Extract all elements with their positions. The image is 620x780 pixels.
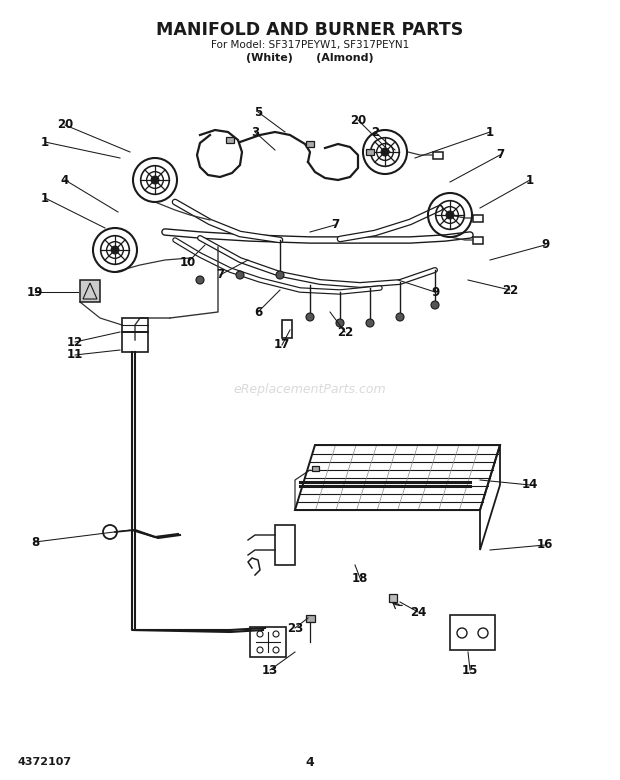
Text: eReplacementParts.com: eReplacementParts.com — [234, 384, 386, 396]
Bar — [433, 151, 443, 158]
Circle shape — [431, 301, 439, 309]
Text: 24: 24 — [410, 605, 426, 619]
Text: 18: 18 — [352, 572, 368, 584]
Bar — [306, 615, 314, 622]
Text: 16: 16 — [537, 538, 553, 551]
Circle shape — [446, 211, 454, 219]
Text: 14: 14 — [522, 478, 538, 491]
Text: 17: 17 — [274, 339, 290, 352]
Text: 22: 22 — [502, 283, 518, 296]
Bar — [473, 215, 483, 222]
Text: 10: 10 — [180, 256, 196, 268]
Circle shape — [276, 271, 284, 279]
Text: 4: 4 — [306, 756, 314, 768]
Text: 6: 6 — [254, 306, 262, 318]
Text: 9: 9 — [541, 239, 549, 251]
Polygon shape — [80, 280, 100, 302]
Circle shape — [151, 176, 159, 184]
Circle shape — [306, 313, 314, 321]
Circle shape — [336, 319, 344, 327]
Text: 1: 1 — [41, 136, 49, 148]
Text: For Model: SF317PEYW1, SF317PEYN1: For Model: SF317PEYW1, SF317PEYN1 — [211, 40, 409, 50]
Text: 13: 13 — [262, 664, 278, 676]
Text: 15: 15 — [462, 664, 478, 676]
Bar — [366, 149, 374, 155]
Bar — [306, 141, 314, 147]
Text: 19: 19 — [27, 285, 43, 299]
Text: 23: 23 — [287, 622, 303, 634]
Text: 1: 1 — [486, 126, 494, 139]
Circle shape — [396, 313, 404, 321]
Text: 20: 20 — [57, 119, 73, 132]
Circle shape — [196, 276, 204, 284]
Text: MANIFOLD AND BURNER PARTS: MANIFOLD AND BURNER PARTS — [156, 21, 464, 39]
Text: 5: 5 — [254, 105, 262, 119]
Circle shape — [236, 271, 244, 279]
Text: 7: 7 — [496, 148, 504, 161]
Text: 11: 11 — [67, 349, 83, 361]
Circle shape — [111, 246, 119, 254]
Text: 4372107: 4372107 — [18, 757, 72, 767]
Text: (White)      (Almond): (White) (Almond) — [246, 53, 374, 63]
Bar — [226, 137, 234, 143]
Text: 20: 20 — [350, 114, 366, 126]
Text: 7: 7 — [331, 218, 339, 232]
Text: 12: 12 — [67, 335, 83, 349]
Text: 22: 22 — [337, 325, 353, 339]
Text: 8: 8 — [31, 536, 39, 548]
Circle shape — [366, 319, 374, 327]
Text: 1: 1 — [41, 192, 49, 204]
Text: 7: 7 — [216, 268, 224, 282]
Text: 9: 9 — [431, 285, 439, 299]
Text: 2: 2 — [371, 126, 379, 139]
Bar — [311, 466, 319, 470]
Bar — [473, 236, 483, 243]
Circle shape — [381, 148, 389, 156]
Bar — [389, 594, 397, 602]
Text: 4: 4 — [61, 173, 69, 186]
Text: 3: 3 — [251, 126, 259, 139]
Text: 1: 1 — [526, 173, 534, 186]
